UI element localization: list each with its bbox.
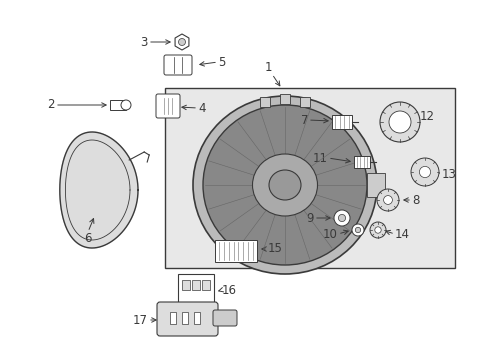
Bar (280, 94, 289, 104)
Bar (299, 97, 309, 107)
Circle shape (374, 227, 381, 233)
Bar (182, 312, 187, 324)
Bar (164, 88, 454, 268)
Text: 9: 9 (306, 211, 313, 225)
Circle shape (388, 111, 410, 133)
FancyBboxPatch shape (156, 94, 180, 118)
Ellipse shape (193, 96, 376, 274)
Ellipse shape (268, 170, 301, 200)
Circle shape (376, 189, 398, 211)
Bar (215, 240, 257, 262)
FancyBboxPatch shape (213, 310, 237, 326)
Text: 15: 15 (267, 243, 282, 256)
Circle shape (355, 227, 360, 233)
Text: 12: 12 (419, 109, 434, 122)
Circle shape (338, 215, 345, 222)
Bar (366, 173, 384, 197)
Circle shape (410, 158, 438, 186)
Circle shape (383, 195, 391, 204)
Circle shape (419, 166, 430, 177)
FancyBboxPatch shape (163, 55, 192, 75)
Text: 5: 5 (218, 55, 225, 68)
Circle shape (178, 39, 185, 45)
FancyBboxPatch shape (157, 302, 218, 336)
Bar (182, 280, 190, 290)
Ellipse shape (203, 105, 366, 265)
Text: 11: 11 (312, 152, 327, 165)
Text: 14: 14 (394, 228, 409, 240)
Bar (170, 312, 176, 324)
Circle shape (333, 210, 349, 226)
Bar (353, 156, 369, 168)
Circle shape (379, 102, 419, 142)
Circle shape (121, 100, 131, 110)
Bar (202, 280, 209, 290)
Text: 13: 13 (441, 167, 456, 180)
Bar (194, 312, 200, 324)
Text: 8: 8 (411, 194, 419, 207)
Bar (192, 280, 200, 290)
Text: 3: 3 (141, 36, 148, 49)
Bar (331, 115, 351, 129)
Text: 6: 6 (84, 232, 92, 245)
Bar (110, 100, 126, 110)
Text: 1: 1 (264, 61, 271, 74)
Bar (178, 274, 214, 304)
Polygon shape (60, 132, 138, 248)
Bar (260, 97, 269, 107)
Text: 17: 17 (133, 314, 148, 327)
Circle shape (369, 222, 385, 238)
Text: 7: 7 (300, 113, 307, 126)
Text: 4: 4 (198, 102, 205, 114)
Circle shape (351, 224, 363, 236)
Text: 10: 10 (323, 228, 337, 240)
Ellipse shape (252, 154, 317, 216)
Text: 16: 16 (222, 284, 237, 297)
Text: 2: 2 (47, 99, 55, 112)
